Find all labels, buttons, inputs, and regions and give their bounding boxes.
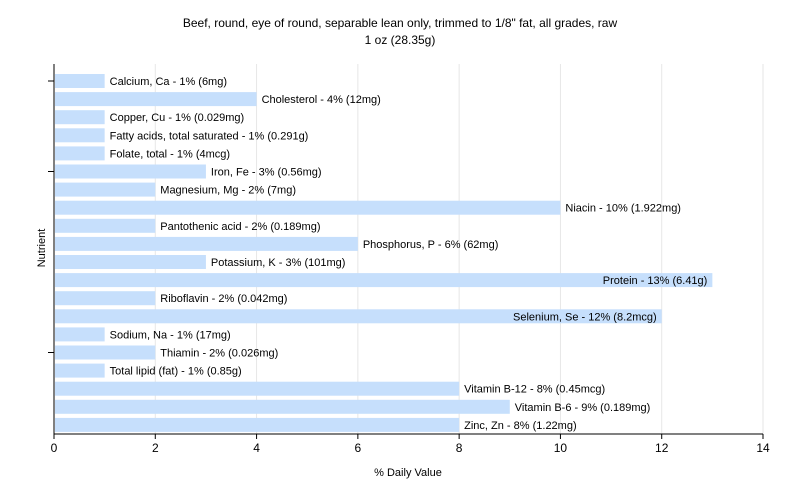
y-axis-title: Nutrient	[36, 229, 48, 268]
x-tick-label: 10	[554, 441, 568, 455]
bar	[55, 200, 561, 215]
bar	[55, 291, 156, 306]
bar-label: Folate, total - 1% (4mcg)	[110, 148, 230, 160]
bar	[55, 92, 257, 107]
bar	[55, 363, 105, 378]
bar-label: Sodium, Na - 1% (17mg)	[110, 329, 231, 341]
x-tick-label: 12	[655, 441, 669, 455]
bar-label: Zinc, Zn - 8% (1.22mg)	[464, 420, 576, 432]
bar	[55, 110, 105, 125]
bar	[55, 255, 206, 269]
bar	[55, 164, 206, 179]
x-tick-label: 0	[51, 441, 58, 455]
bar-label: Magnesium, Mg - 2% (7mg)	[160, 185, 296, 197]
x-tick-labels: 0 2 4 6 8 10 12 14	[51, 434, 770, 455]
bar-label: Niacin - 10% (1.922mg)	[565, 203, 681, 215]
bar-label: Calcium, Ca - 1% (6mg)	[110, 76, 227, 88]
bar	[55, 327, 105, 342]
bar	[55, 146, 105, 161]
bar-label: Cholesterol - 4% (12mg)	[262, 94, 381, 106]
bar	[55, 74, 105, 88]
bar-label: Phosphorus, P - 6% (62mg)	[363, 239, 499, 251]
x-tick-label: 14	[756, 441, 770, 455]
bar	[55, 381, 460, 396]
bar	[55, 236, 358, 251]
bar-label: Pantothenic acid - 2% (0.189mg)	[160, 221, 320, 233]
x-tick-label: 2	[152, 441, 159, 455]
bar-label: Thiamin - 2% (0.026mg)	[160, 348, 278, 360]
x-tick-label: 4	[253, 441, 260, 455]
bar	[55, 273, 713, 288]
axes	[48, 64, 763, 435]
bar	[55, 128, 105, 143]
bar-label: Protein - 13% (6.41g)	[603, 275, 708, 287]
bar	[55, 399, 510, 414]
bar-label: Riboflavin - 2% (0.042mg)	[160, 293, 287, 305]
x-axis-title: % Daily Value	[374, 467, 442, 479]
x-tick-label: 6	[355, 441, 362, 455]
x-tick-label: 8	[456, 441, 463, 455]
bar	[55, 345, 156, 360]
chart-title: Beef, round, eye of round, separable lea…	[183, 16, 618, 30]
bars-group: Calcium, Ca - 1% (6mg) Cholesterol - 4% (…	[55, 74, 713, 432]
bar-label: Iron, Fe - 3% (0.56mg)	[211, 167, 322, 179]
bar-label: Potassium, K - 3% (101mg)	[211, 257, 346, 269]
bar-label: Total lipid (fat) - 1% (0.85g)	[110, 366, 242, 378]
bar-label: Copper, Cu - 1% (0.029mg)	[110, 112, 245, 124]
bar-label: Selenium, Se - 12% (8.2mcg)	[513, 311, 657, 323]
chart-subtitle: 1 oz (28.35g)	[365, 33, 436, 47]
bar	[55, 417, 460, 432]
bar	[55, 218, 156, 233]
bar	[55, 309, 662, 324]
bar-label: Fatty acids, total saturated - 1% (0.291…	[110, 130, 309, 142]
bar-label: Vitamin B-6 - 9% (0.189mg)	[515, 402, 651, 414]
bar-label: Vitamin B-12 - 8% (0.45mcg)	[464, 384, 605, 396]
bar	[55, 182, 156, 197]
